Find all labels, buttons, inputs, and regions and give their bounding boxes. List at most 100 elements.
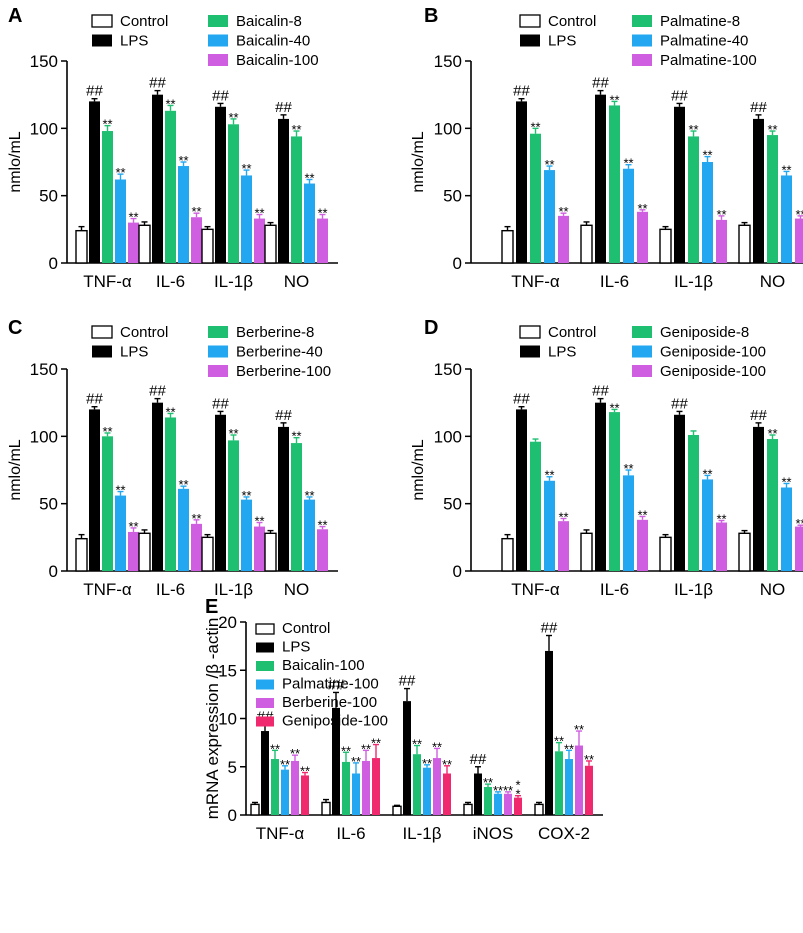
bar-a-1-0 bbox=[138, 224, 151, 264]
bar-d-2-0 bbox=[659, 536, 672, 572]
bar-e-2-3 bbox=[423, 767, 431, 815]
sig-star-label: ** bbox=[128, 210, 138, 225]
legend-swatch bbox=[92, 34, 112, 47]
legend-swatch bbox=[91, 325, 113, 339]
y-tick-label: 100 bbox=[434, 427, 462, 446]
bar-c-1-1 bbox=[152, 402, 163, 571]
panel-a: A 0 50 100 150 nmlo/mL ## ** ** ** TNF-α ## ** ** ** IL… bbox=[7, 5, 338, 291]
bar-a-1-4 bbox=[191, 217, 202, 263]
bar-b-3-2 bbox=[767, 135, 778, 263]
sig-star-label: ** bbox=[493, 783, 503, 798]
sig-star-label: ** bbox=[191, 511, 201, 526]
bar-b-0-3 bbox=[544, 170, 555, 263]
bar-d-0-0 bbox=[501, 537, 514, 572]
x-tick-label: IL-6 bbox=[600, 272, 629, 291]
legend-swatch bbox=[519, 325, 541, 339]
legend-swatch bbox=[255, 623, 275, 635]
legend-swatch bbox=[208, 34, 228, 47]
bar-b-0-0 bbox=[501, 229, 514, 264]
x-tick-label: IL-6 bbox=[156, 272, 185, 291]
legend-swatch bbox=[91, 14, 113, 28]
bar-e-4-5 bbox=[585, 765, 593, 815]
x-tick-label: NO bbox=[284, 580, 310, 599]
sig-hash-label: ## bbox=[212, 395, 229, 412]
sig-star-label: ** bbox=[254, 514, 264, 529]
bar-e-2-2 bbox=[413, 754, 421, 815]
bar-e-2-5 bbox=[443, 773, 451, 815]
sig-hash-label: ## bbox=[275, 99, 292, 116]
bar-a-0-4 bbox=[128, 222, 139, 263]
legend-label: Control bbox=[120, 13, 168, 30]
bar-d-2-2 bbox=[688, 434, 699, 571]
sig-star-label: ** bbox=[341, 743, 351, 758]
sig-hash-label: ## bbox=[275, 407, 292, 424]
sig-hash-label: ## bbox=[541, 620, 558, 637]
bar-b-2-0 bbox=[659, 228, 672, 264]
sig-star-label: ** bbox=[767, 426, 777, 441]
legend-swatch bbox=[256, 716, 274, 727]
legend-label: Geniposide-8 bbox=[660, 324, 749, 341]
sig-star-label: ** bbox=[716, 207, 726, 222]
y-axis-label: nmlo/mL bbox=[410, 439, 427, 500]
bar-a-2-2 bbox=[228, 124, 239, 263]
sig-star-label: ** bbox=[574, 722, 584, 737]
bar-d-0-3 bbox=[544, 480, 555, 571]
sig-star-label: ** bbox=[115, 165, 125, 180]
sig-star-label: ** bbox=[361, 741, 371, 756]
x-tick-label: COX-2 bbox=[538, 824, 590, 843]
bar-c-0-1 bbox=[89, 409, 100, 571]
y-tick-label: 0 bbox=[453, 562, 462, 581]
sig-star-label: ** bbox=[609, 400, 619, 415]
bar-a-3-1 bbox=[278, 118, 289, 263]
bar-b-2-1 bbox=[674, 106, 685, 263]
sig-star-label: ** bbox=[351, 754, 361, 769]
sig-star-label: ** bbox=[228, 110, 238, 125]
legend-swatch bbox=[256, 679, 274, 690]
bar-d-1-2 bbox=[609, 412, 620, 571]
sig-hash-label: ## bbox=[149, 75, 166, 92]
bar-d-2-3 bbox=[702, 479, 713, 571]
sig-star-label: ** bbox=[304, 488, 314, 503]
sig-hash-label: ## bbox=[592, 383, 609, 400]
sig-star-label: ** bbox=[530, 119, 540, 134]
bar-d-2-1 bbox=[674, 414, 685, 571]
legend-label: Baicalin-100 bbox=[282, 657, 365, 674]
bar-c-1-4 bbox=[191, 523, 202, 571]
y-axis-label: nmlo/mL bbox=[7, 131, 24, 192]
bar-e-2-0 bbox=[392, 805, 402, 816]
legend-label: LPS bbox=[120, 33, 148, 50]
sig-hash-label: ## bbox=[149, 383, 166, 400]
bar-b-0-2 bbox=[530, 133, 541, 263]
x-tick-label: IL-6 bbox=[156, 580, 185, 599]
bar-c-0-4 bbox=[128, 531, 139, 571]
bar-d-1-4 bbox=[637, 519, 648, 571]
y-tick-label: 50 bbox=[443, 495, 462, 514]
sig-star-label: ** bbox=[191, 204, 201, 219]
bar-c-0-2 bbox=[102, 436, 113, 571]
bar-b-3-3 bbox=[781, 175, 792, 263]
legend-label: Control bbox=[548, 324, 596, 341]
bar-a-1-3 bbox=[178, 166, 189, 263]
bar-b-1-4 bbox=[637, 211, 648, 263]
legend-swatch bbox=[632, 15, 652, 27]
legend-label: Geniposide-100 bbox=[660, 363, 766, 380]
sig-star-label: ** bbox=[564, 741, 574, 756]
y-tick-label: 0 bbox=[228, 806, 237, 825]
sig-star-label: ** bbox=[300, 764, 310, 779]
sig-star-label: ** bbox=[291, 429, 301, 444]
y-tick-label: 100 bbox=[30, 427, 58, 446]
sig-star-label: ** bbox=[291, 122, 301, 137]
bar-c-2-3 bbox=[241, 499, 252, 571]
legend-label: Palmatine-40 bbox=[660, 33, 748, 50]
sig-hash-label: ## bbox=[513, 391, 530, 408]
legend-label: Berberine-100 bbox=[236, 363, 331, 380]
sig-hash-label: ## bbox=[592, 75, 609, 92]
x-tick-label: TNF-α bbox=[83, 580, 132, 599]
sig-star-label: * bbox=[515, 778, 520, 793]
bar-e-3-0 bbox=[463, 803, 473, 816]
y-tick-label: 100 bbox=[434, 119, 462, 138]
bar-e-1-2 bbox=[342, 761, 350, 815]
bar-d-0-4 bbox=[558, 521, 569, 571]
sig-star-label: ** bbox=[254, 206, 264, 221]
